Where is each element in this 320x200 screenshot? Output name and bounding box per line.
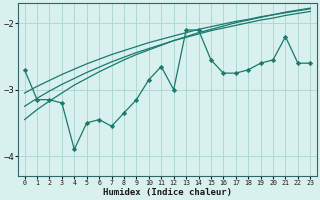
X-axis label: Humidex (Indice chaleur): Humidex (Indice chaleur) xyxy=(103,188,232,197)
